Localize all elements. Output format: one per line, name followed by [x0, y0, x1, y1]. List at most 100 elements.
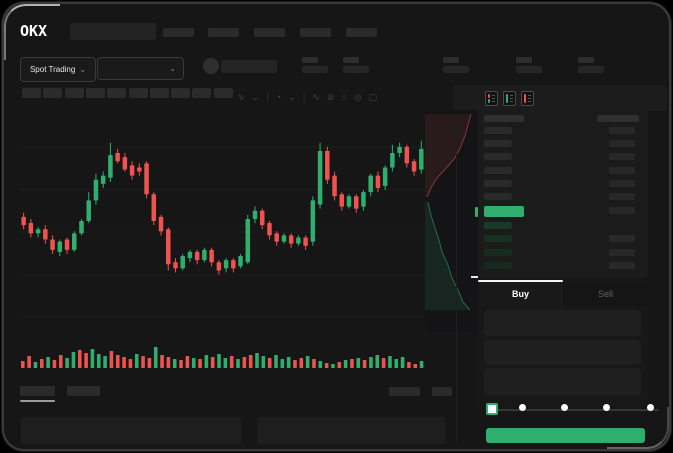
amount-input[interactable] [484, 340, 641, 365]
nav-item-placeholder[interactable] [208, 28, 239, 37]
chevron-down-icon: ⌄ [169, 63, 176, 73]
depth-mid-marker [471, 276, 478, 278]
orderbook-view-toggles [485, 91, 534, 106]
indicators-icon[interactable]: ⊘ [326, 91, 335, 102]
bottom-tab-active-underline [20, 400, 55, 402]
trade-tabs: Buy Sell [478, 282, 648, 306]
toolbar-pill[interactable] [128, 88, 148, 98]
orderbook-amount-bar [609, 153, 635, 160]
orderbook-bid-row[interactable] [484, 249, 512, 256]
ticker-stat-value [343, 66, 369, 73]
interval-chevron-icon[interactable]: ⌄ [288, 91, 296, 102]
orderbook-amount-bar [609, 207, 635, 214]
ticker-stat-value [302, 66, 328, 73]
volume-chart[interactable] [20, 342, 425, 368]
price-input[interactable] [484, 310, 641, 336]
open-orders-panel [21, 417, 241, 444]
ticker-stat-label [302, 57, 318, 63]
market-type-dropdown[interactable]: Spot Trading ⌄ [20, 57, 96, 82]
divider: | [266, 91, 269, 103]
orderbook-amount-bar [609, 235, 635, 242]
orderbook-ask-row[interactable] [484, 193, 512, 200]
tab-buy[interactable]: Buy [478, 282, 563, 306]
chevron-down-icon: ⌄ [79, 64, 87, 74]
sell-tab-label: Sell [597, 289, 613, 299]
amount-slider-handle[interactable] [486, 403, 498, 415]
total-input[interactable] [484, 368, 641, 395]
orderbook-amount-bar [609, 180, 635, 187]
amount-slider-track[interactable] [487, 409, 659, 411]
bottom-filter-placeholder[interactable] [432, 387, 452, 396]
orderbook-amount-bar [609, 167, 635, 174]
orderbook-bids-view-icon[interactable] [503, 91, 516, 106]
screenshot-icon[interactable]: ⌂ [341, 92, 347, 102]
orderbook-ask-row[interactable] [484, 180, 512, 187]
pair-coin-avatar [203, 58, 219, 74]
nav-item-placeholder[interactable] [254, 28, 285, 37]
nav-item-placeholder[interactable] [346, 28, 377, 37]
pair-name-placeholder [221, 60, 277, 73]
bottom-tab-orders[interactable] [20, 386, 55, 396]
orderbook-ask-row[interactable] [484, 140, 512, 147]
amount-slider-stop[interactable] [561, 404, 568, 411]
ticker-stat-value [443, 66, 469, 73]
amount-slider-stop[interactable] [603, 404, 610, 411]
toolbar-pill[interactable] [43, 88, 63, 98]
line-tool-icon[interactable]: ∿ [312, 91, 320, 102]
toolbar-pill[interactable] [85, 88, 105, 98]
nav-item-placeholder[interactable] [300, 28, 331, 37]
divider: | [302, 91, 306, 103]
orderbook-bid-row[interactable] [484, 262, 512, 269]
toolbar-pill[interactable] [149, 88, 169, 98]
okx-logo[interactable]: OKX [20, 22, 48, 40]
pair-selector-dropdown[interactable]: ⌄ [97, 57, 184, 80]
toolbar-pill[interactable] [107, 88, 127, 98]
bottom-filter-placeholder[interactable] [389, 387, 420, 396]
orderbook-bid-row[interactable] [484, 222, 512, 229]
settings-icon[interactable]: ◎ [353, 91, 362, 102]
orderbook-amount-bar [609, 140, 635, 147]
depth-chart[interactable] [425, 110, 478, 332]
orderbook-ask-row[interactable] [484, 127, 512, 134]
orderbook-last-price-highlight[interactable] [484, 206, 524, 217]
nav-item-placeholder[interactable] [163, 28, 194, 37]
orderbook-bid-row[interactable] [484, 235, 512, 242]
orderbook-combined-view-icon[interactable] [485, 91, 498, 106]
bottom-tab-history[interactable] [67, 386, 100, 396]
order-history-panel [257, 417, 445, 444]
app-screen: OKX Spot Trading ⌄ ⌄ ∿ ⌄ | ◔ ⌄ | ∿ ⊘ ⌂ ◎ ▢ [4, 4, 669, 449]
market-type-label: Spot Trading [29, 65, 76, 74]
toolbar-pill[interactable] [22, 88, 41, 98]
amount-slider-stop[interactable] [519, 404, 526, 411]
chart-toolbar-icons: ∿ ⌄ | ◔ ⌄ | ∿ ⊘ ⌂ ◎ ▢ [237, 88, 377, 106]
toolbar-pill[interactable] [192, 88, 212, 98]
amount-slider-stop[interactable] [647, 404, 654, 411]
orderbook-amount-bar [609, 127, 635, 134]
toolbar-pill[interactable] [64, 88, 84, 98]
search-input[interactable] [70, 23, 156, 40]
orderbook-ask-row[interactable] [484, 153, 512, 160]
fullscreen-icon[interactable]: ▢ [368, 91, 378, 102]
depth-last-price-marker [475, 207, 478, 217]
toolbar-pill[interactable] [213, 88, 233, 98]
buy-tab-indicator [478, 280, 563, 282]
ticker-stat-label [443, 57, 459, 63]
buy-tab-label: Buy [511, 289, 529, 299]
chart-style-chevron-icon[interactable]: ⌄ [251, 91, 260, 102]
orderbook-asks-view-icon[interactable] [521, 91, 534, 106]
orderbook-ask-row[interactable] [484, 167, 512, 174]
chart-style-icon[interactable]: ∿ [237, 91, 245, 102]
orderbook-amount-bar [609, 262, 635, 269]
orderbook-panel [478, 107, 648, 278]
ticker-stat-label [343, 57, 359, 63]
orderbook-amount-bar [609, 249, 635, 256]
tab-sell[interactable]: Sell [563, 282, 648, 306]
orderbook-amount-bar [609, 193, 635, 200]
candlestick-chart[interactable] [20, 112, 425, 334]
interval-icon[interactable]: ◔ [275, 92, 282, 102]
toolbar-pill[interactable] [171, 88, 191, 98]
buy-button[interactable] [486, 428, 645, 443]
ticker-stat-label [516, 57, 532, 63]
orderbook-col-header-amount [597, 115, 639, 122]
